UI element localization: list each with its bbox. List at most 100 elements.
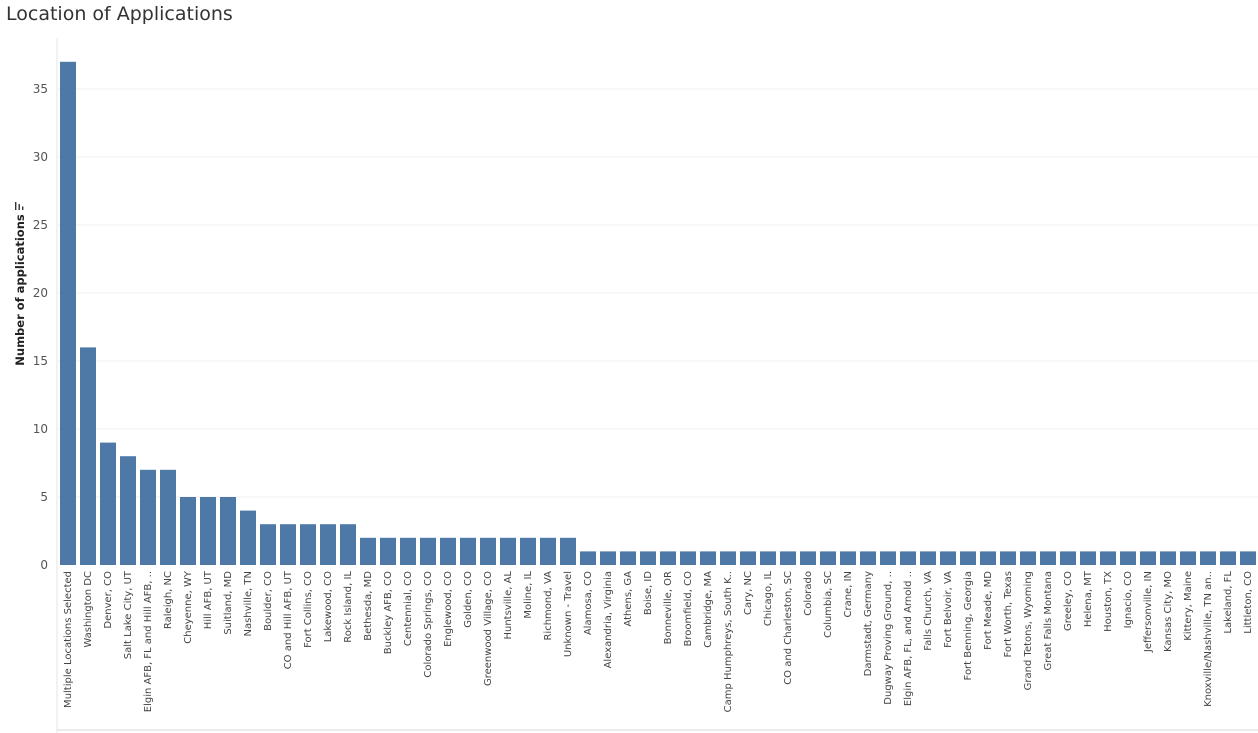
bar[interactable] (1200, 551, 1216, 565)
x-category-label: Falls Church, VA (923, 571, 934, 651)
bar[interactable] (1060, 551, 1076, 565)
bar[interactable] (740, 551, 756, 565)
bar[interactable] (800, 551, 816, 565)
bar[interactable] (380, 537, 396, 565)
x-category-label: Colorado Springs, CO (423, 571, 434, 678)
bar[interactable] (660, 551, 676, 565)
bar[interactable] (400, 537, 416, 565)
bar[interactable] (1020, 551, 1036, 565)
x-axis-category-labels: Multiple Locations Selected Washington DC… (63, 570, 1254, 712)
y-axis-title-group: Number of applications (13, 202, 27, 366)
bar[interactable] (860, 551, 876, 565)
x-category-label: Kittery, Maine (1183, 571, 1194, 641)
bar[interactable] (240, 510, 256, 565)
bar[interactable] (1100, 551, 1116, 565)
bar[interactable] (960, 551, 976, 565)
bar[interactable] (700, 551, 716, 565)
bar[interactable] (580, 551, 596, 565)
x-category-label: Dugway Proving Ground, .. (883, 571, 894, 705)
x-category-label: Cary, NC (743, 571, 754, 615)
x-category-label: Denver, CO (103, 571, 114, 629)
bar[interactable] (1180, 551, 1196, 565)
bar[interactable] (840, 551, 856, 565)
bar[interactable] (220, 497, 236, 565)
bar[interactable] (1080, 551, 1096, 565)
sort-icon[interactable] (15, 202, 24, 210)
x-category-label: CO and Hill AFB, UT (283, 570, 294, 669)
x-category-label: Nashville, TN (243, 571, 254, 637)
bar[interactable] (60, 61, 76, 566)
bar[interactable] (520, 537, 536, 565)
bar[interactable] (300, 524, 316, 565)
bar[interactable] (440, 537, 456, 565)
bar[interactable] (1120, 551, 1136, 565)
x-category-label: Boulder, CO (263, 571, 274, 631)
x-category-label: Jeffersonville, IN (1143, 571, 1154, 653)
x-category-label: Multiple Locations Selected (63, 571, 74, 708)
x-category-label: Golden, CO (463, 571, 474, 628)
bar[interactable] (1040, 551, 1056, 565)
bar[interactable] (640, 551, 656, 565)
x-category-label: Chicago, IL (763, 571, 774, 626)
x-category-label: Knoxville/Nashville, TN an.. (1203, 571, 1214, 707)
bar[interactable] (940, 551, 956, 565)
bar[interactable] (100, 442, 116, 565)
x-category-label: Kansas City, MO (1163, 571, 1174, 652)
bar[interactable] (480, 537, 496, 565)
gridlines (58, 88, 1258, 498)
bar[interactable] (420, 537, 436, 565)
bar[interactable] (540, 537, 556, 565)
bar[interactable] (1000, 551, 1016, 565)
x-category-label: Centennial, CO (403, 571, 414, 646)
y-axis-ticks: 0 5 10 15 20 25 30 35 (33, 82, 48, 572)
bar[interactable] (560, 537, 576, 565)
bar[interactable] (320, 524, 336, 565)
bar[interactable] (680, 551, 696, 565)
bar[interactable] (1140, 551, 1156, 565)
x-category-label: Bonneville, OR (663, 571, 674, 644)
bar[interactable] (1240, 551, 1256, 565)
x-category-label: Washington DC (83, 571, 94, 648)
bar[interactable] (160, 469, 176, 565)
bar[interactable] (820, 551, 836, 565)
y-tick-label: 25 (33, 218, 48, 232)
x-category-label: Great Falls Montana (1043, 571, 1054, 671)
bar[interactable] (180, 497, 196, 565)
bar[interactable] (760, 551, 776, 565)
bars (60, 61, 1256, 566)
bar[interactable] (280, 524, 296, 565)
x-category-label: Cheyenne, WY (183, 570, 194, 644)
x-category-label: Salt Lake City, UT (123, 570, 134, 659)
bar[interactable] (200, 497, 216, 565)
y-axis-title: Number of applications (13, 214, 27, 366)
bar[interactable] (120, 456, 136, 565)
bar[interactable] (460, 537, 476, 565)
bar[interactable] (140, 469, 156, 565)
x-category-label: Colorado (803, 571, 814, 616)
bar[interactable] (340, 524, 356, 565)
bar[interactable] (1160, 551, 1176, 565)
bar[interactable] (500, 537, 516, 565)
bar[interactable] (80, 347, 96, 565)
bar[interactable] (780, 551, 796, 565)
x-category-label: Fort Collins, CO (303, 571, 314, 648)
x-category-label: Boise, ID (643, 571, 654, 615)
x-category-label: Raleigh, NC (163, 571, 174, 629)
x-category-label: Rock Island, IL (343, 571, 354, 643)
y-tick-label: 10 (33, 422, 48, 436)
x-category-label: Elgin AFB, FL, and Arnold .. (903, 571, 914, 706)
bar[interactable] (360, 537, 376, 565)
x-category-label: Columbia, SC (823, 571, 834, 638)
bar[interactable] (920, 551, 936, 565)
bar[interactable] (1220, 551, 1236, 565)
x-category-label: Elgin AFB, FL and Hill AFB, .. (143, 571, 154, 712)
bar[interactable] (900, 551, 916, 565)
bar[interactable] (720, 551, 736, 565)
bar[interactable] (620, 551, 636, 565)
bar[interactable] (980, 551, 996, 565)
bar[interactable] (880, 551, 896, 565)
bar[interactable] (600, 551, 616, 565)
x-category-label: Helena, MT (1083, 570, 1094, 627)
bar[interactable] (260, 524, 276, 565)
